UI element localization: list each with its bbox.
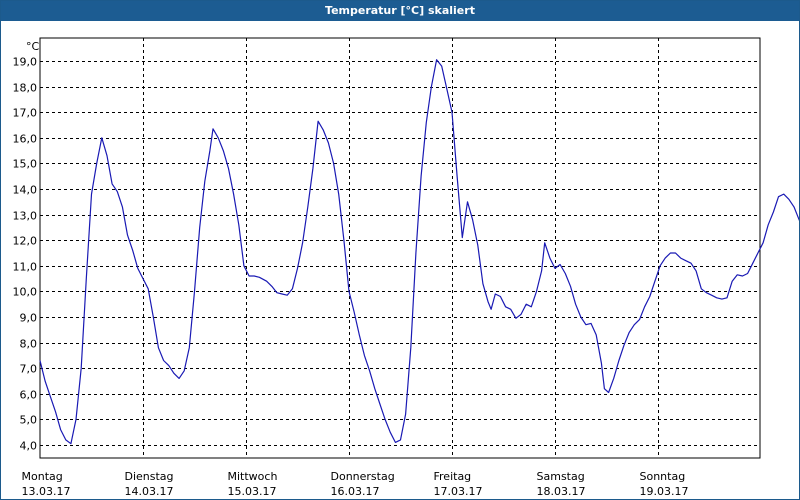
y-tick-label: 15,0 [13,158,38,171]
y-tick-label: 17,0 [13,107,38,120]
x-tick-day: Samstag [537,470,585,483]
x-tick-day: Sonntag [640,470,686,483]
x-tick-date: 17.03.17 [434,485,483,498]
plot-area [39,37,761,459]
y-tick-label: 16,0 [13,133,38,146]
x-tick-date: 13.03.17 [22,485,71,498]
x-tick-date: 14.03.17 [125,485,174,498]
y-tick-label: 6,0 [20,389,38,402]
x-tick-date: 16.03.17 [331,485,380,498]
x-tick-date: 18.03.17 [537,485,586,498]
x-tick-date: 19.03.17 [640,485,689,498]
chart-title: Temperatur [°C] skaliert [325,4,475,17]
x-tick-day: Montag [22,470,63,483]
y-tick-label: 14,0 [13,184,38,197]
x-tick-date: 15.03.17 [228,485,277,498]
y-axis-unit: °C [26,40,40,53]
y-tick-label: 11,0 [13,261,38,274]
x-tick-day: Mittwoch [228,470,278,483]
y-tick-label: 4,0 [20,440,38,453]
y-tick-label: 13,0 [13,210,38,223]
y-tick-label: 9,0 [20,312,38,325]
y-tick-label: 10,0 [13,286,38,299]
y-tick-label: 18,0 [13,82,38,95]
y-tick-label: 8,0 [20,338,38,351]
y-tick-label: 19,0 [13,56,38,69]
x-tick-day: Donnerstag [331,470,395,483]
title-bar: Temperatur [°C] skaliert [1,1,799,21]
y-tick-label: 12,0 [13,235,38,248]
x-tick-day: Freitag [434,470,472,483]
temperature-series-line [39,59,799,445]
y-tick-label: 5,0 [20,414,38,427]
y-tick-label: 7,0 [20,363,38,376]
x-tick-day: Dienstag [125,470,174,483]
